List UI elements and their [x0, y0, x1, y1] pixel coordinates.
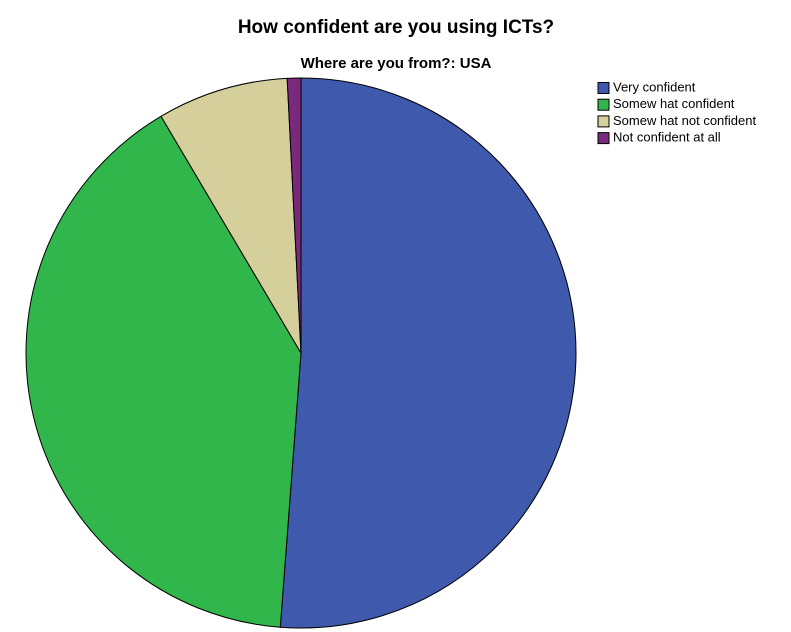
legend-label: Somew hat confident	[613, 96, 735, 111]
legend-swatch	[597, 115, 610, 128]
legend-label: Somew hat not confident	[613, 113, 756, 128]
pie-slice	[279, 77, 577, 629]
legend-label: Very confident	[613, 79, 696, 94]
legend-label: Not confident at all	[613, 130, 721, 145]
pie-slice	[286, 77, 302, 354]
chart-title: How confident are you using ICTs?	[238, 17, 554, 38]
legend-swatch	[597, 98, 610, 111]
pie-slice	[160, 77, 302, 354]
chart-subtitle: Where are you from?: USA	[301, 55, 492, 72]
pie-slice	[25, 115, 302, 628]
legend-swatch	[597, 82, 610, 94]
legend-swatch	[597, 132, 610, 145]
